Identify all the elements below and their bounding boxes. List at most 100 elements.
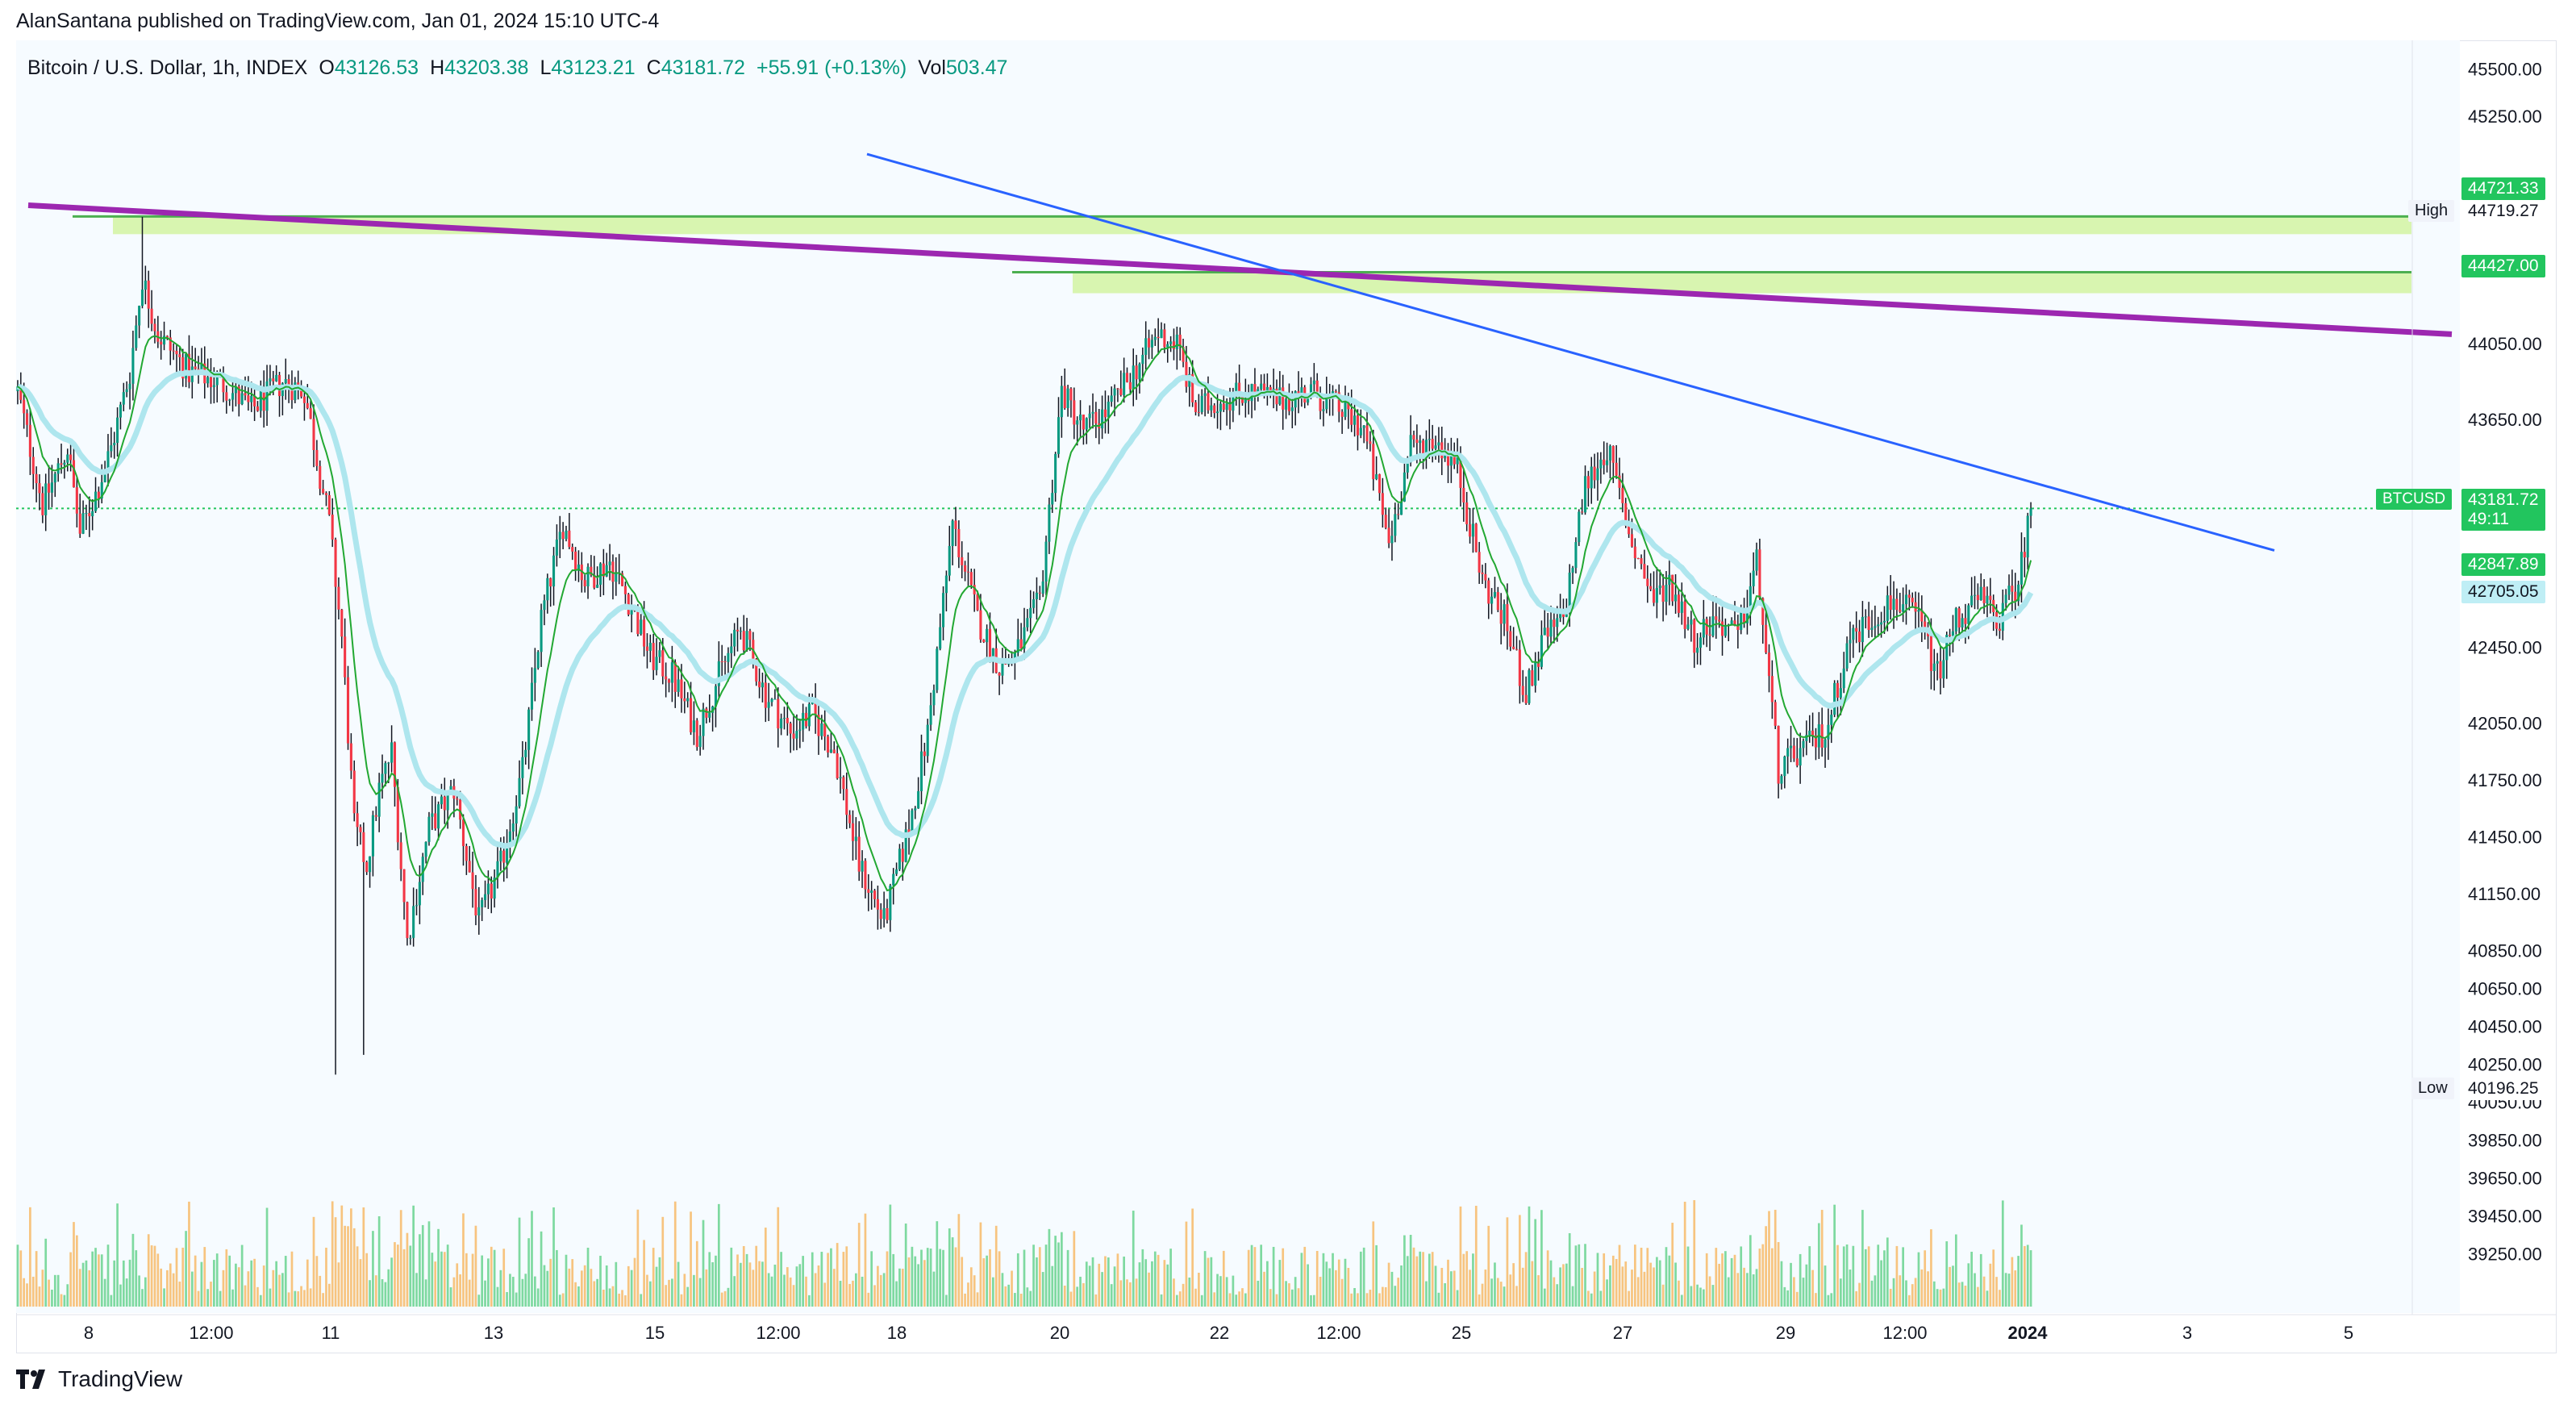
candle-body: [561, 532, 565, 540]
x-tick-label: 12:00: [1316, 1323, 1361, 1343]
volume-bar: [1889, 1288, 1892, 1307]
volume-bar: [1802, 1278, 1805, 1307]
volume-bar: [1194, 1288, 1197, 1307]
volume-bar: [1169, 1249, 1172, 1307]
candle-body: [1222, 403, 1225, 411]
candle-body: [1353, 415, 1357, 425]
x-tick-label: 27: [1613, 1323, 1632, 1343]
volume-bar: [1736, 1273, 1740, 1307]
volume-bar: [81, 1262, 85, 1307]
volume-bar: [1440, 1267, 1444, 1307]
volume-bar: [1665, 1247, 1668, 1307]
candle-body: [723, 661, 727, 663]
volume-bar: [197, 1290, 200, 1307]
volume-bar: [306, 1259, 309, 1307]
candle-body: [369, 856, 372, 873]
volume-bar: [1213, 1292, 1216, 1307]
candle-body: [331, 515, 334, 540]
volume-bar: [1110, 1284, 1113, 1307]
candle-body: [1235, 382, 1238, 394]
volume-bar: [920, 1249, 923, 1307]
candle-body: [926, 724, 929, 757]
volume-bar: [1521, 1267, 1524, 1307]
volume-bar: [1472, 1253, 1474, 1307]
candle-body: [128, 383, 131, 390]
y-tick-label: 40650.00: [2468, 979, 2542, 999]
candle-body: [490, 883, 493, 899]
candle-body: [1531, 669, 1534, 686]
candle-body: [1082, 415, 1085, 430]
candle-body: [1219, 403, 1222, 412]
volume-bar: [1656, 1257, 1658, 1307]
candle-body: [1103, 409, 1107, 418]
volume-bar: [1210, 1257, 1213, 1307]
volume-bar: [1795, 1291, 1799, 1307]
volume-bar: [434, 1261, 437, 1307]
candle-body: [524, 749, 527, 757]
volume-bar: [85, 1260, 88, 1307]
volume-bar: [752, 1270, 755, 1307]
volume-bar: [1188, 1277, 1191, 1307]
candle-body: [1319, 397, 1322, 411]
y-tick-label: 41750.00: [2468, 770, 2542, 790]
x-tick-label: 12:00: [1882, 1323, 1927, 1343]
volume-bar: [1216, 1274, 1219, 1307]
candle-body: [1216, 411, 1219, 414]
volume-bar: [1400, 1265, 1403, 1307]
candle-body: [409, 937, 412, 939]
candle-body: [1035, 592, 1039, 600]
candle-body: [770, 698, 773, 702]
volume-bar: [1830, 1293, 1833, 1307]
candle-body: [692, 720, 695, 732]
candle-body: [1085, 418, 1088, 430]
candle-body: [1424, 440, 1428, 458]
candle-body: [275, 374, 278, 381]
candle-body: [546, 577, 549, 601]
volume-bar: [1437, 1292, 1440, 1307]
candle-body: [502, 850, 506, 863]
candle-body: [1596, 468, 1599, 481]
volume-bar: [1967, 1263, 1970, 1307]
candle-body: [1148, 338, 1151, 348]
candle-body: [1163, 329, 1166, 348]
volume-bar: [1957, 1282, 1961, 1307]
candle-body: [939, 627, 942, 649]
volume-bar: [1347, 1268, 1350, 1307]
candle-body: [904, 829, 907, 862]
candle-body: [1434, 445, 1437, 449]
candle-body: [418, 882, 421, 906]
candle-body: [2020, 552, 2024, 585]
volume-bar: [2023, 1245, 2026, 1307]
volume-bar: [556, 1249, 558, 1307]
volume-bar: [640, 1294, 643, 1307]
candle-body: [344, 636, 347, 677]
volume-bar: [278, 1274, 281, 1307]
volume-bar: [1419, 1251, 1422, 1307]
candle-body: [144, 280, 147, 290]
volume-bar: [1780, 1261, 1783, 1307]
candle-body: [1344, 398, 1347, 417]
candle-body: [381, 773, 384, 783]
price-chart[interactable]: 45500.0045250.0044050.0043650.0043250.00…: [0, 0, 2576, 1363]
volume-bar: [1151, 1261, 1153, 1307]
candle-body: [1048, 504, 1051, 542]
volume-bar: [1116, 1253, 1119, 1307]
volume-bar: [1771, 1248, 1774, 1307]
candle-body: [1836, 682, 1840, 698]
candle-body: [225, 392, 228, 401]
volume-bar: [446, 1244, 449, 1307]
candle-body: [374, 815, 377, 817]
volume-bar: [1207, 1257, 1210, 1307]
tradingview-logo[interactable]: TradingView: [16, 1363, 182, 1395]
candle-body: [1534, 661, 1537, 686]
volume-bar: [1263, 1271, 1265, 1307]
volume-bar: [1730, 1257, 1733, 1307]
volume-bar: [1574, 1245, 1578, 1307]
volume-bar: [100, 1254, 103, 1307]
y-tick-label: 39450.00: [2468, 1207, 2542, 1227]
symbol-title[interactable]: Bitcoin / U.S. Dollar, 1h, INDEX: [27, 56, 308, 79]
candle-body: [798, 729, 802, 732]
volume-bar: [474, 1225, 477, 1307]
volume-bar: [1786, 1290, 1790, 1307]
candle-body: [66, 454, 69, 463]
